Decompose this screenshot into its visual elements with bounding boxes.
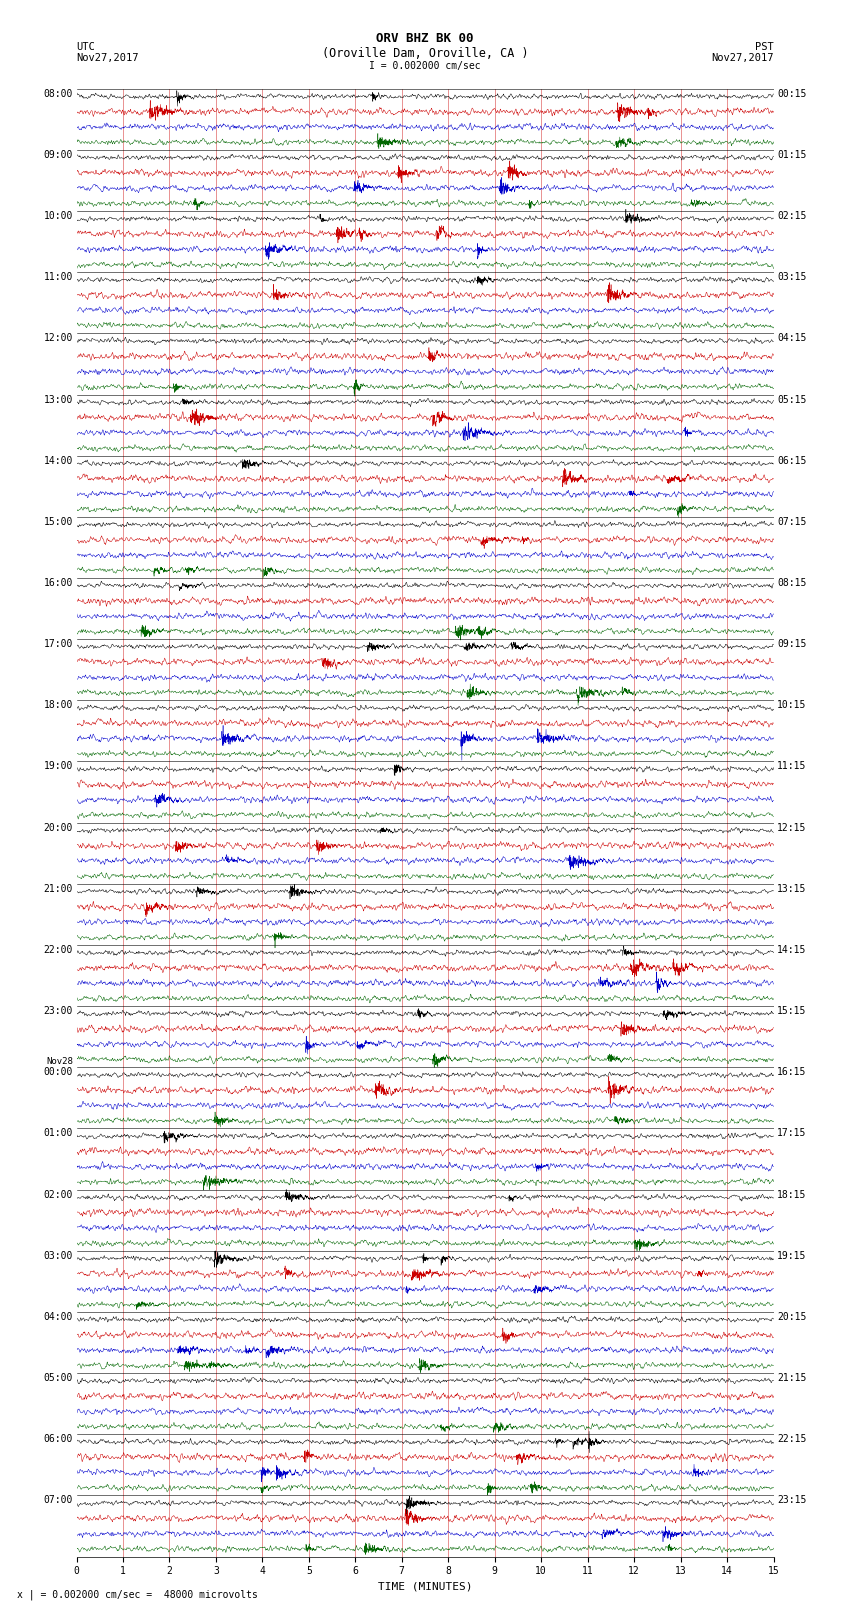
Text: 18:15: 18:15 bbox=[777, 1190, 807, 1200]
Text: 15:15: 15:15 bbox=[777, 1007, 807, 1016]
Text: Nov27,2017: Nov27,2017 bbox=[76, 53, 139, 63]
Text: 00:15: 00:15 bbox=[777, 89, 807, 98]
Text: 07:15: 07:15 bbox=[777, 516, 807, 527]
Text: 02:15: 02:15 bbox=[777, 211, 807, 221]
Text: I = 0.002000 cm/sec: I = 0.002000 cm/sec bbox=[369, 61, 481, 71]
Text: ORV BHZ BK 00: ORV BHZ BK 00 bbox=[377, 32, 473, 45]
Text: 21:15: 21:15 bbox=[777, 1373, 807, 1382]
Text: 10:15: 10:15 bbox=[777, 700, 807, 710]
Text: 10:00: 10:00 bbox=[43, 211, 73, 221]
Text: 12:00: 12:00 bbox=[43, 334, 73, 344]
Text: 08:00: 08:00 bbox=[43, 89, 73, 98]
Text: 16:00: 16:00 bbox=[43, 577, 73, 589]
Text: 03:00: 03:00 bbox=[43, 1250, 73, 1261]
Text: 18:00: 18:00 bbox=[43, 700, 73, 710]
Text: 08:15: 08:15 bbox=[777, 577, 807, 589]
Text: x | = 0.002000 cm/sec =  48000 microvolts: x | = 0.002000 cm/sec = 48000 microvolts bbox=[17, 1589, 258, 1600]
Text: Nov27,2017: Nov27,2017 bbox=[711, 53, 774, 63]
Text: 19:00: 19:00 bbox=[43, 761, 73, 771]
Text: 00:00: 00:00 bbox=[43, 1068, 73, 1077]
Text: 04:00: 04:00 bbox=[43, 1311, 73, 1323]
Text: 23:00: 23:00 bbox=[43, 1007, 73, 1016]
Text: 02:00: 02:00 bbox=[43, 1190, 73, 1200]
Text: 16:15: 16:15 bbox=[777, 1068, 807, 1077]
Text: 03:15: 03:15 bbox=[777, 273, 807, 282]
Text: 13:15: 13:15 bbox=[777, 884, 807, 894]
X-axis label: TIME (MINUTES): TIME (MINUTES) bbox=[377, 1582, 473, 1592]
Text: 12:15: 12:15 bbox=[777, 823, 807, 832]
Text: 14:15: 14:15 bbox=[777, 945, 807, 955]
Text: 11:00: 11:00 bbox=[43, 273, 73, 282]
Text: 09:15: 09:15 bbox=[777, 639, 807, 648]
Text: 17:15: 17:15 bbox=[777, 1129, 807, 1139]
Text: 23:15: 23:15 bbox=[777, 1495, 807, 1505]
Text: 06:00: 06:00 bbox=[43, 1434, 73, 1444]
Text: 11:15: 11:15 bbox=[777, 761, 807, 771]
Text: 07:00: 07:00 bbox=[43, 1495, 73, 1505]
Text: 21:00: 21:00 bbox=[43, 884, 73, 894]
Text: 05:00: 05:00 bbox=[43, 1373, 73, 1382]
Text: 22:15: 22:15 bbox=[777, 1434, 807, 1444]
Text: UTC: UTC bbox=[76, 42, 95, 52]
Text: 20:00: 20:00 bbox=[43, 823, 73, 832]
Text: 01:00: 01:00 bbox=[43, 1129, 73, 1139]
Text: Nov28: Nov28 bbox=[46, 1057, 73, 1066]
Text: 19:15: 19:15 bbox=[777, 1250, 807, 1261]
Text: 04:15: 04:15 bbox=[777, 334, 807, 344]
Text: 01:15: 01:15 bbox=[777, 150, 807, 160]
Text: 13:00: 13:00 bbox=[43, 395, 73, 405]
Text: 14:00: 14:00 bbox=[43, 456, 73, 466]
Text: (Oroville Dam, Oroville, CA ): (Oroville Dam, Oroville, CA ) bbox=[321, 47, 529, 60]
Text: 20:15: 20:15 bbox=[777, 1311, 807, 1323]
Text: 22:00: 22:00 bbox=[43, 945, 73, 955]
Text: 17:00: 17:00 bbox=[43, 639, 73, 648]
Text: 09:00: 09:00 bbox=[43, 150, 73, 160]
Text: 15:00: 15:00 bbox=[43, 516, 73, 527]
Text: 05:15: 05:15 bbox=[777, 395, 807, 405]
Text: PST: PST bbox=[755, 42, 774, 52]
Text: 06:15: 06:15 bbox=[777, 456, 807, 466]
